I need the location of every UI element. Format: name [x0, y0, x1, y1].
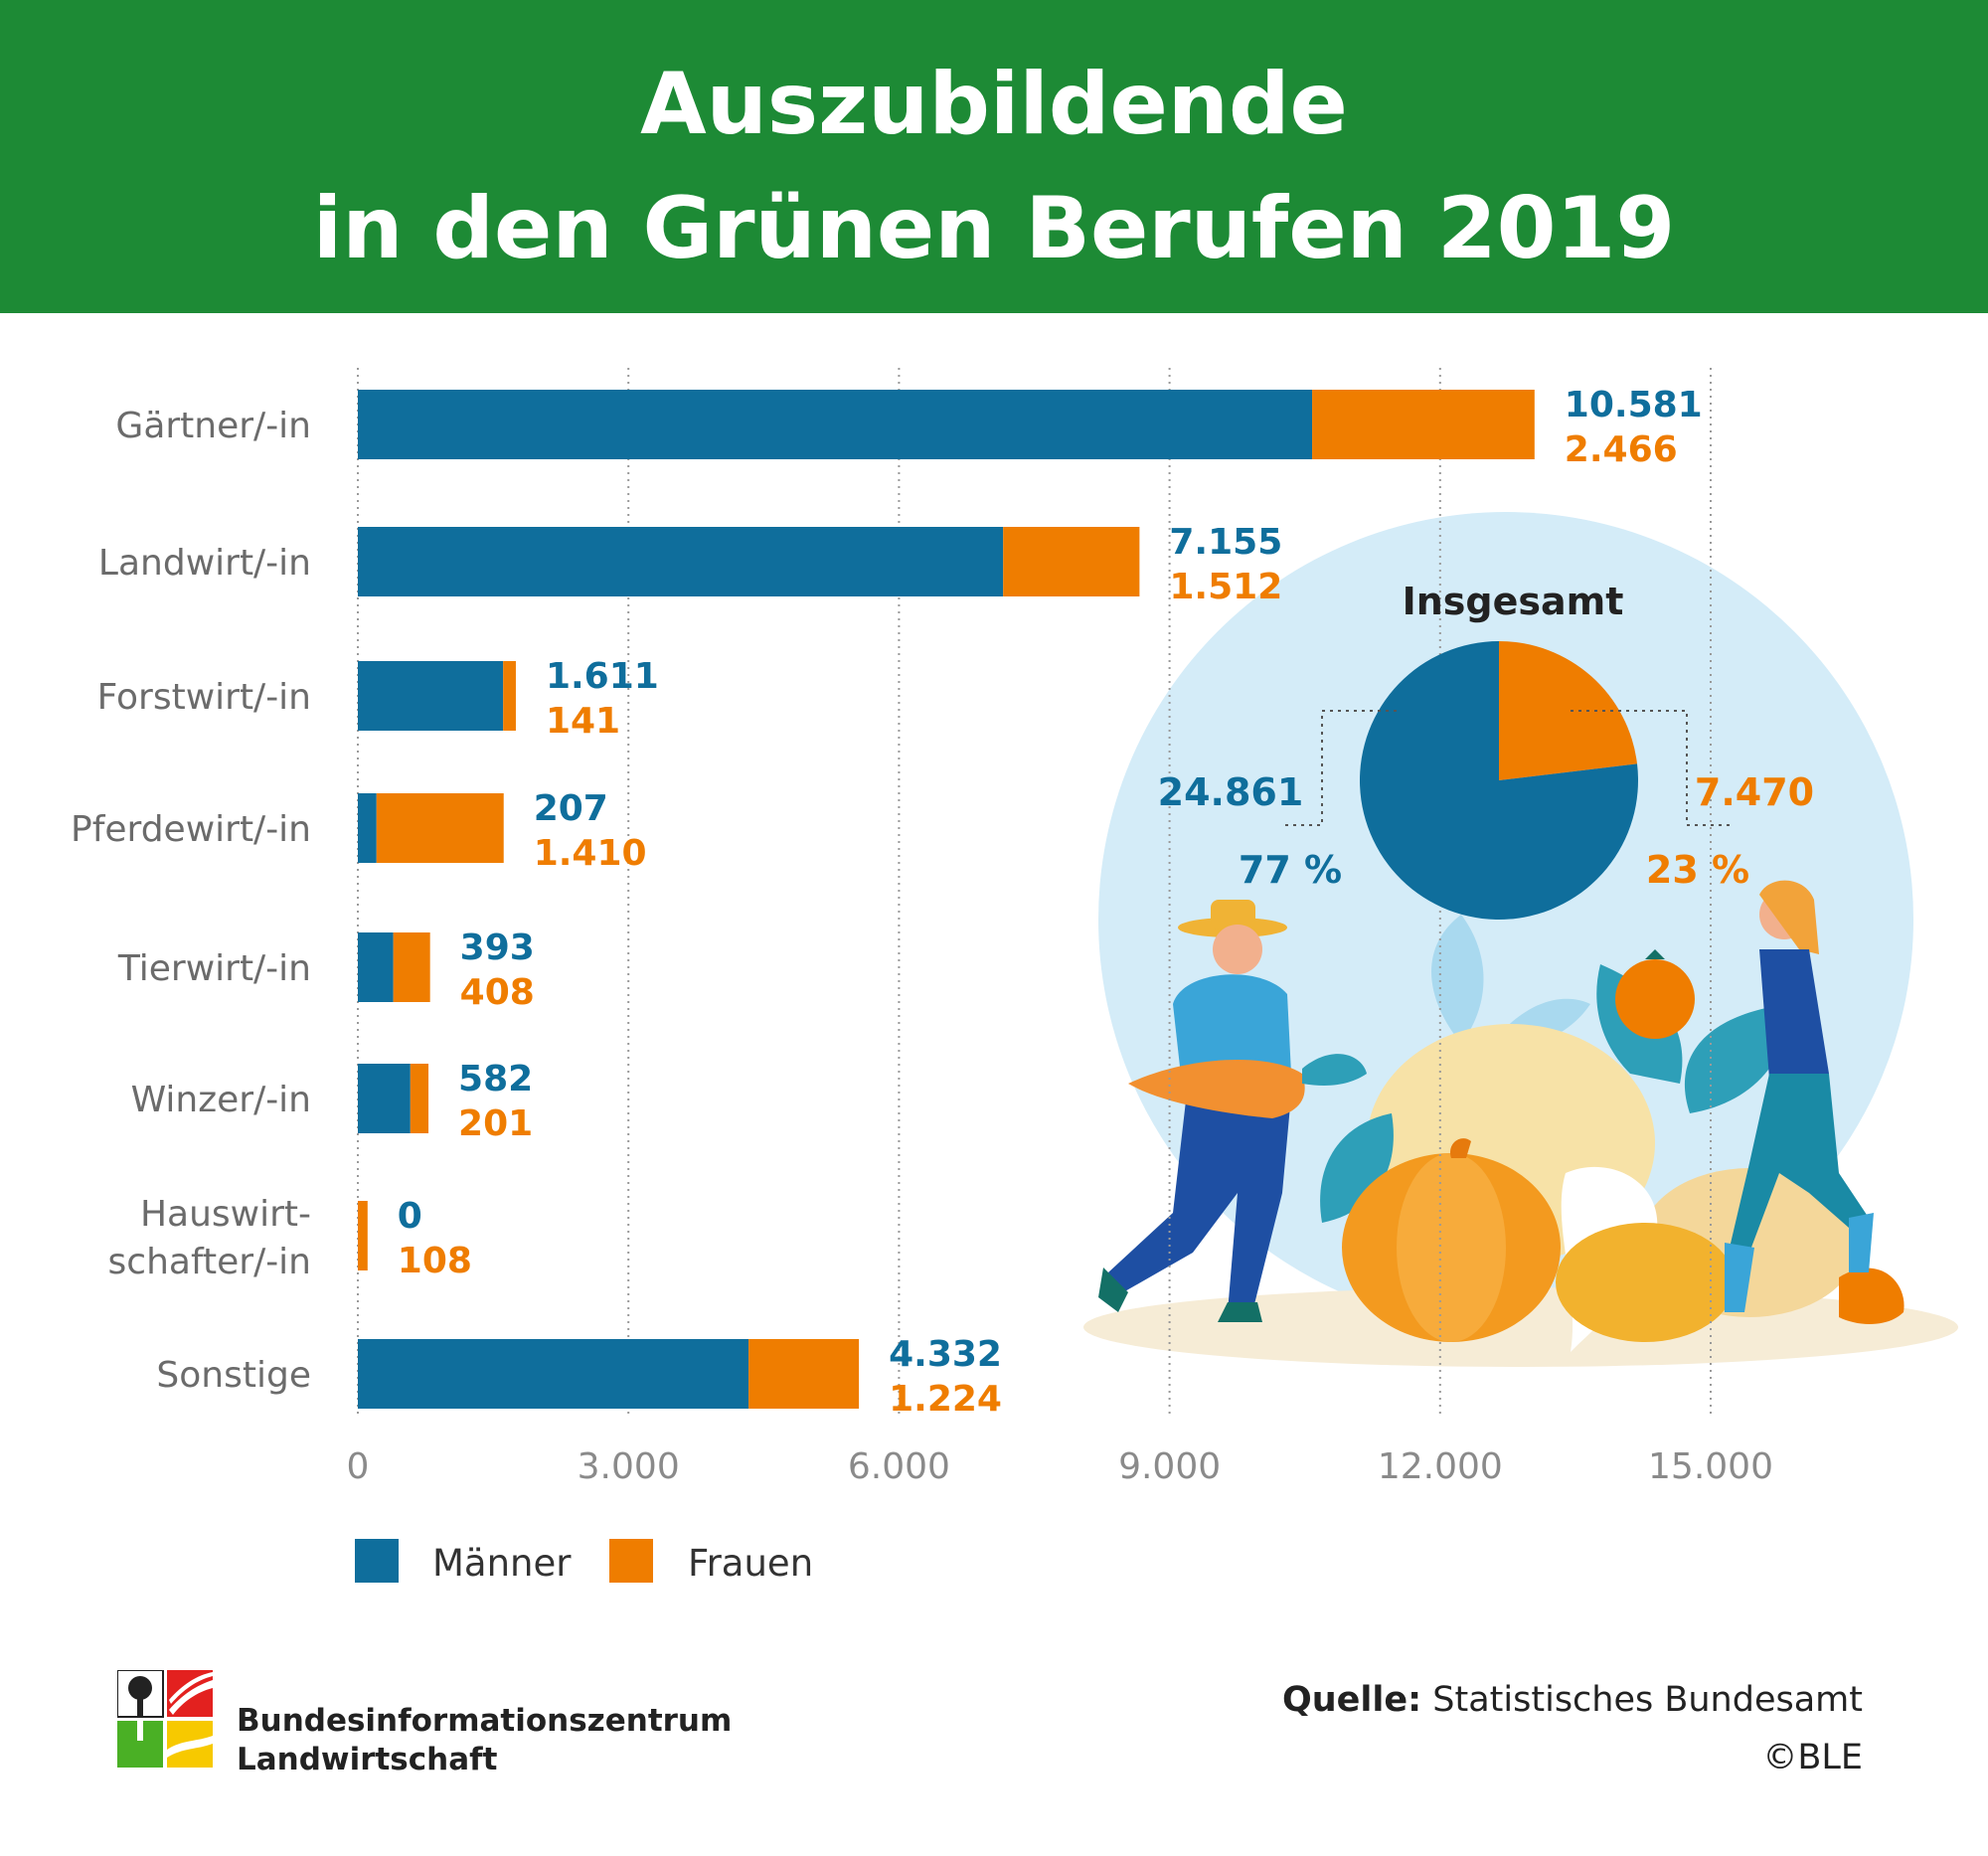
pie-chart: Insgesamt 24.861 77 % 7.470 23 %	[1158, 580, 1814, 921]
x-tick-label: 12.000	[1378, 1446, 1503, 1487]
value-label-maenner: 1.611	[546, 656, 659, 697]
header-banner: Auszubildende in den Grünen Berufen 2019	[0, 0, 1988, 313]
pie-value-frauen: 7.470	[1695, 770, 1814, 814]
bar-maenner	[358, 527, 1004, 596]
category-label: Gärtner/-in	[115, 406, 311, 446]
value-label-maenner: 207	[534, 788, 608, 829]
bar-frauen	[376, 793, 504, 863]
category-labels: Gärtner/-in Landwirt/-in Forstwirt/-in Pfer…	[71, 406, 311, 1396]
squash-icon	[1556, 1223, 1735, 1342]
value-label-maenner: 0	[398, 1196, 422, 1237]
category-label: Winzer/-in	[131, 1080, 311, 1120]
bar-maenner	[358, 793, 377, 863]
pie-percent-frauen: 23 %	[1646, 848, 1749, 892]
bar-maenner	[358, 1064, 411, 1133]
value-label-maenner: 393	[460, 928, 535, 968]
bar-frauen	[358, 1201, 368, 1270]
logo-text-line2: Landwirtschaft	[237, 1742, 498, 1777]
bar-frauen	[410, 1064, 429, 1133]
value-label-frauen: 141	[546, 701, 620, 742]
pie-value-maenner: 24.861	[1158, 770, 1304, 814]
pie-slice-frauen	[1499, 641, 1638, 780]
bar-maenner	[358, 1339, 749, 1409]
x-tick-label: 0	[347, 1446, 370, 1487]
bar-series	[358, 390, 1535, 1409]
pumpkin-icon	[1342, 1138, 1561, 1342]
ble-logo-icon	[117, 1670, 213, 1768]
source-text: Statistisches Bundesamt	[1432, 1680, 1863, 1720]
value-label-frauen: 2.466	[1565, 429, 1678, 470]
bar-frauen	[503, 661, 516, 731]
farmer-woman-with-tomato-icon	[1615, 880, 1874, 1312]
bar-frauen	[393, 932, 430, 1002]
legend-label-frauen: Frauen	[688, 1542, 813, 1585]
category-label: schafter/-in	[108, 1242, 311, 1282]
legend-swatch-frauen	[609, 1539, 653, 1583]
value-label-frauen: 201	[458, 1103, 533, 1144]
category-label: Landwirt/-in	[98, 543, 311, 584]
category-label: Pferdewirt/-in	[71, 809, 311, 850]
category-label: Hauswirt-	[140, 1194, 311, 1235]
legend-swatch-maenner	[355, 1539, 399, 1583]
legend: Männer Frauen	[355, 1539, 813, 1585]
value-label-maenner: 7.155	[1169, 522, 1282, 563]
chart-area: Gärtner/-in Landwirt/-in Forstwirt/-in Pfer…	[71, 368, 1958, 1585]
x-tick-label: 6.000	[848, 1446, 950, 1487]
value-label-maenner: 4.332	[889, 1334, 1002, 1375]
illustration	[1083, 512, 1958, 1367]
pie-leader-line-frauen	[1571, 710, 1730, 826]
source-note: Quelle: Statistisches Bundesamt	[1282, 1680, 1863, 1720]
value-label-frauen: 1.512	[1169, 567, 1282, 607]
pie-slices	[1360, 641, 1638, 921]
farmer-man-with-carrot-icon	[1098, 900, 1367, 1322]
value-label-maenner: 10.581	[1565, 385, 1703, 425]
pie-title: Insgesamt	[1403, 580, 1624, 623]
pie-slice-maenner	[1360, 641, 1638, 921]
source-label: Quelle:	[1282, 1680, 1422, 1720]
x-tick-label: 9.000	[1118, 1446, 1221, 1487]
page-title-line2: in den Grünen Berufen 2019	[312, 179, 1676, 278]
value-label-frauen: 408	[460, 972, 535, 1013]
value-label-frauen: 1.410	[534, 833, 647, 874]
value-label-maenner: 582	[458, 1059, 533, 1099]
bar-maenner	[358, 661, 504, 731]
pepper-icon	[1839, 1267, 1905, 1324]
page-title-line1: Auszubildende	[640, 55, 1348, 154]
copyright: ©BLE	[1762, 1738, 1863, 1777]
bar-maenner	[358, 390, 1313, 459]
category-label: Sonstige	[156, 1355, 311, 1396]
bar-maenner	[358, 932, 394, 1002]
bar-frauen	[1312, 390, 1535, 459]
x-tick-labels: 0 3.000 6.000 9.000 12.000 15.000	[347, 1446, 1773, 1487]
bar-frauen	[1003, 527, 1140, 596]
pie-percent-maenner: 77 %	[1239, 848, 1342, 892]
pie-leader-line-maenner	[1284, 710, 1397, 826]
legend-label-maenner: Männer	[432, 1542, 572, 1585]
value-label-frauen: 108	[398, 1241, 472, 1281]
category-label: Tierwirt/-in	[117, 948, 311, 989]
category-label: Forstwirt/-in	[97, 677, 311, 718]
bar-frauen	[748, 1339, 860, 1409]
value-label-frauen: 1.224	[889, 1379, 1002, 1420]
x-tick-label: 15.000	[1648, 1446, 1773, 1487]
logo-text-line1: Bundesinformationszentrum	[237, 1703, 733, 1739]
x-tick-label: 3.000	[578, 1446, 680, 1487]
